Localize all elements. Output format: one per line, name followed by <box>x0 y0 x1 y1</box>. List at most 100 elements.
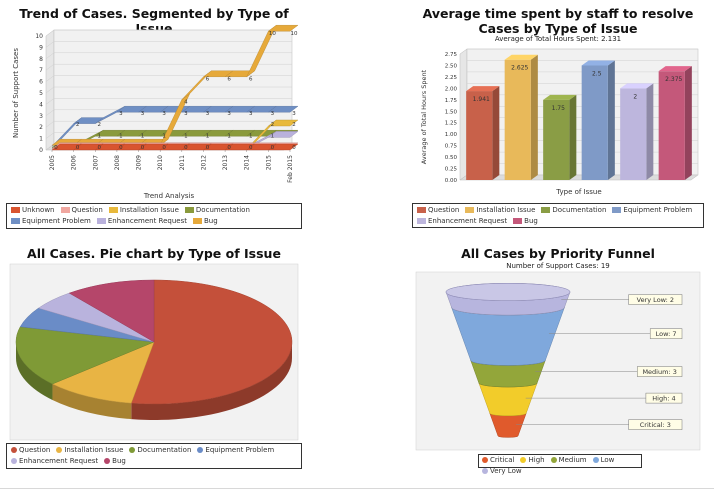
legend-label: Bug <box>204 217 218 225</box>
legend-label: Installation Issue <box>476 206 536 214</box>
trend-data-label: 10 <box>291 31 298 37</box>
trend-y-tick-label: 6 <box>39 79 43 86</box>
bar <box>504 59 531 180</box>
pie-chart-title: All Cases. Pie chart by Type of Issue <box>27 246 281 261</box>
legend-swatch <box>11 218 20 224</box>
bar-value-label: 2.375 <box>665 76 682 83</box>
legend-item: Installation Issue <box>108 205 179 216</box>
trend-data-label: 2 <box>98 122 102 128</box>
trend-series-ribbon <box>267 131 299 138</box>
trend-y-tick-label: 3 <box>39 113 43 120</box>
trend-data-label: 0 <box>119 145 123 151</box>
bar-top <box>543 94 577 100</box>
legend-label: Enhancement Request <box>19 457 99 465</box>
trend-x-tick-label: 2015 <box>265 155 272 170</box>
legend-item: Equipment Problem <box>612 205 692 216</box>
bar <box>581 65 608 180</box>
trend-data-label: 3 <box>271 111 275 117</box>
trend-gridline-side <box>45 120 55 128</box>
legend-item: Bug <box>193 216 218 227</box>
bottom-divider <box>0 488 714 489</box>
bar-side <box>569 94 577 180</box>
bar-y-tick-label: 2.25 <box>445 75 458 81</box>
legend-label: Documentation <box>552 206 607 214</box>
legend-item: Documentation <box>541 205 606 216</box>
funnel-segment <box>470 359 546 388</box>
legend-item: Critical <box>482 455 514 466</box>
trend-data-label: 1 <box>98 134 102 140</box>
trend-x-tick-label: 2009 <box>136 155 143 170</box>
legend-item: Unknown <box>11 205 55 216</box>
trend-y-tick-label: 5 <box>39 90 43 97</box>
legend-item: Enhancement Request <box>11 456 98 467</box>
trend-data-label: 1 <box>119 134 123 140</box>
trend-gridline-side <box>45 64 55 71</box>
pie-chart-svg <box>9 263 299 441</box>
trend-x-axis-label: Trend Analysis <box>143 192 195 200</box>
trend-x-tick-label: 2014 <box>244 155 251 170</box>
legend-swatch <box>11 458 17 464</box>
trend-data-label: 3 <box>227 111 231 117</box>
trend-data-label: 6 <box>227 77 231 83</box>
legend-swatch <box>417 207 426 213</box>
pie-slice <box>15 326 155 385</box>
funnel-label-box <box>645 392 683 404</box>
trend-data-label: 0 <box>206 145 210 151</box>
funnel-chart-subtitle: Number of Support Cases: 19 <box>506 262 610 270</box>
legend-label: Bug <box>524 217 538 225</box>
trend-data-label: 2 <box>292 122 296 128</box>
trend-x-tick-label: 2012 <box>200 155 207 170</box>
legend-label: Question <box>428 206 460 214</box>
legend-swatch <box>129 447 136 453</box>
trend-data-label: 0 <box>76 145 80 151</box>
trend-data-label: 0 <box>271 145 275 151</box>
legend-label: High <box>528 456 545 464</box>
trend-y-tick-label: 2 <box>39 124 43 131</box>
bar-side-wall <box>459 48 468 181</box>
trend-series-ribbon <box>267 119 299 127</box>
funnel-label-box <box>637 366 683 377</box>
legend-swatch <box>197 447 204 453</box>
bar-chart-panel: Average time spent by staff to resolve C… <box>410 4 706 228</box>
pie-slice <box>68 279 155 343</box>
legend-swatch <box>612 207 622 213</box>
bar-top <box>658 66 692 72</box>
legend-swatch <box>96 218 106 224</box>
legend-swatch <box>482 468 488 474</box>
pie-chart-panel: All Cases. Pie chart by Type of Issue Qu… <box>4 244 304 470</box>
trend-data-label: 2 <box>76 122 80 128</box>
trend-data-label: 3 <box>141 111 145 117</box>
trend-chart-legend: Unknown Question Installation Issue Documen… <box>6 203 302 229</box>
trend-data-label: 0 <box>292 145 296 151</box>
trend-x-tick-label: 2010 <box>157 155 164 170</box>
legend-swatch <box>482 457 488 463</box>
funnel-segment <box>451 306 565 366</box>
legend-swatch <box>11 447 17 453</box>
trend-y-tick-label: 1 <box>39 136 43 143</box>
bar-chart-svg: 0.00 0.25 0.50 0.75 1.00 1.25 1.50 1.75 2.00 2.25… <box>420 48 699 196</box>
legend-item: Question <box>11 445 50 456</box>
legend-label: Documentation <box>137 446 192 454</box>
bar-y-tick-label: 0.25 <box>445 167 458 173</box>
legend-label: Enhancement Request <box>107 217 187 225</box>
bar-y-tick-label: 2.50 <box>445 63 458 69</box>
legend-label: Enhancement Request <box>428 217 508 225</box>
legend-item: Question <box>417 205 459 216</box>
funnel-segment <box>478 382 538 417</box>
legend-item: Equipment Problem <box>197 445 274 456</box>
legend-swatch <box>417 218 426 224</box>
trend-x-tick-label: 2005 <box>49 155 56 170</box>
trend-y-tick-label: 7 <box>39 67 43 74</box>
trend-gridline-side <box>45 41 55 48</box>
legend-swatch <box>56 447 63 453</box>
legend-item: Question <box>60 205 103 216</box>
bar-y-tick-label: 1.50 <box>445 109 458 115</box>
trend-data-label: 2 <box>271 122 275 128</box>
trend-data-label: 6 <box>249 77 253 83</box>
funnel-label-box <box>628 419 683 430</box>
trend-data-label: 6 <box>206 77 210 83</box>
trend-data-label: 10 <box>269 31 276 37</box>
trend-data-label: 1 <box>227 134 231 140</box>
trend-data-label: 0 <box>249 145 253 151</box>
trend-gridline-side <box>45 109 55 117</box>
